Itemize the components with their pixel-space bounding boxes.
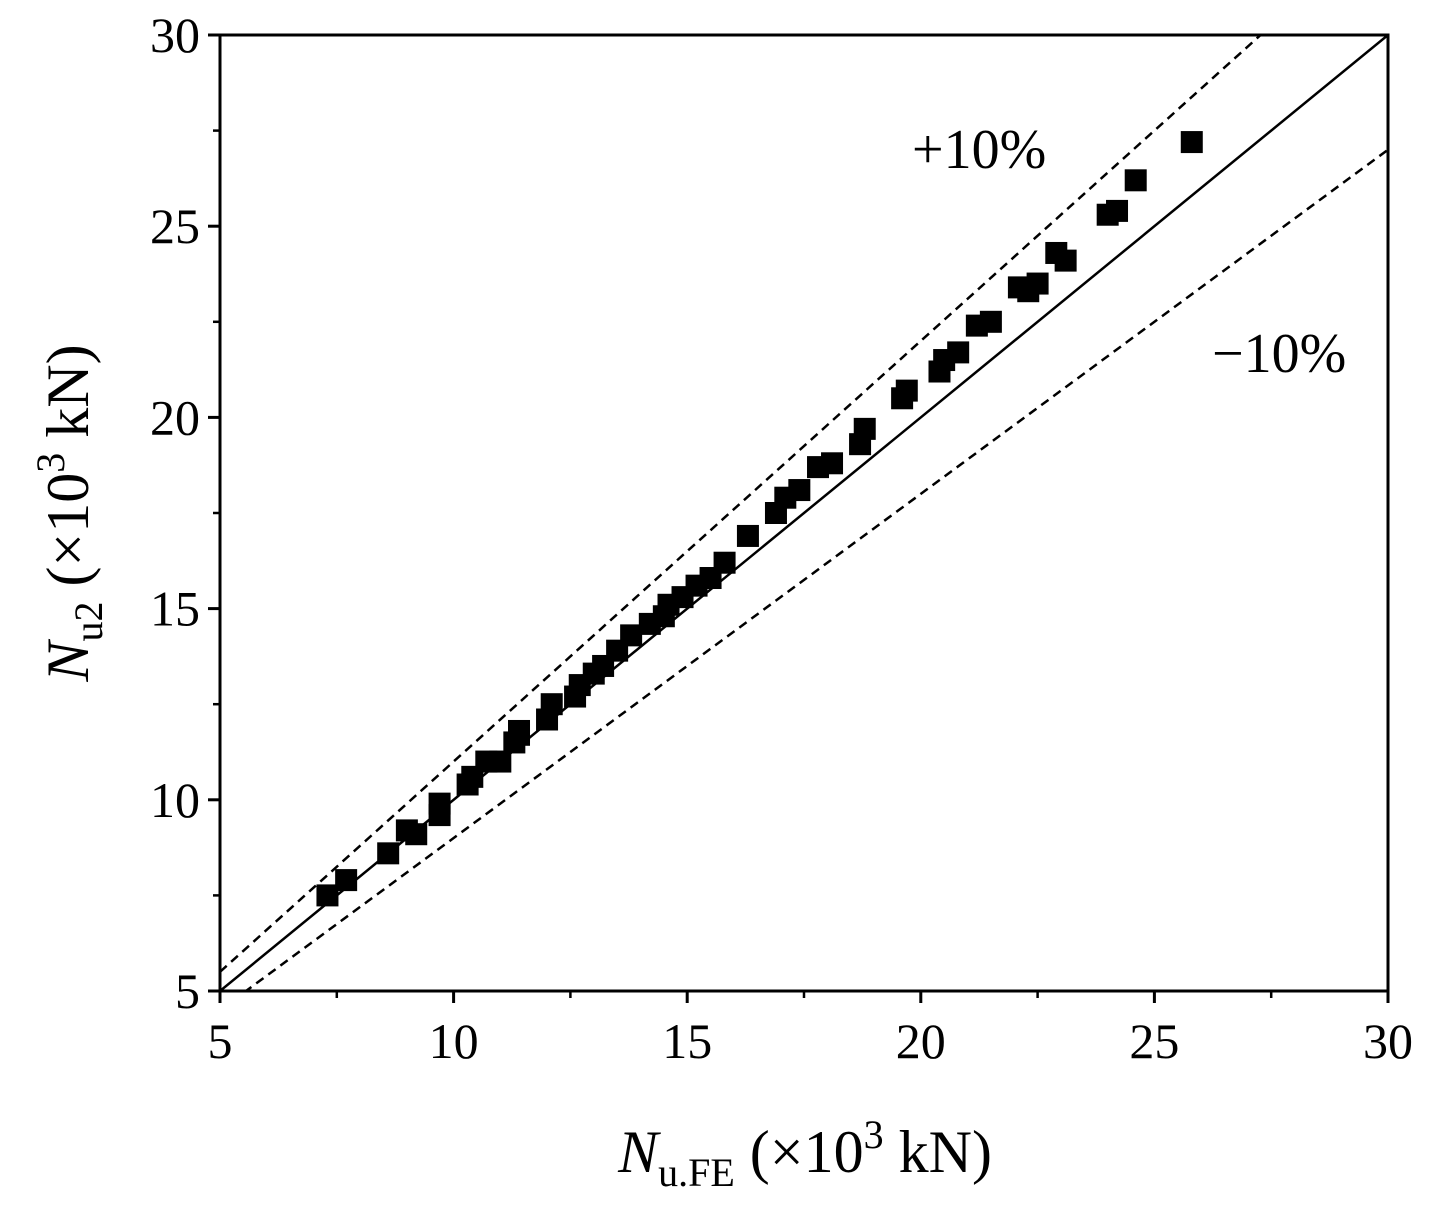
x-tick-label: 10 <box>429 1013 479 1069</box>
y-axis-unit-suffix: kN) <box>35 344 101 452</box>
data-point <box>1124 169 1147 192</box>
y-tick-label: 15 <box>150 581 200 637</box>
data-point <box>1054 249 1077 272</box>
data-point <box>1026 272 1049 295</box>
data-point <box>895 379 918 402</box>
y-tick-label: 30 <box>150 7 200 63</box>
x-tick-label: 30 <box>1363 1013 1413 1069</box>
y-axis-title: Nu2 (×103 kN) <box>28 344 111 682</box>
annotation-minus-10: −10% <box>1212 323 1346 385</box>
y-axis-ticks: 5 10 15 20 25 30 <box>150 7 220 1019</box>
x-tick-label: 20 <box>896 1013 946 1069</box>
y-axis-symbol: N <box>35 639 101 683</box>
data-point <box>620 624 643 647</box>
x-axis-ticks: 5 10 15 20 25 30 <box>208 991 1413 1069</box>
y-tick-label: 25 <box>150 198 200 254</box>
data-point <box>713 551 736 574</box>
data-point <box>335 869 358 892</box>
data-point <box>947 341 970 364</box>
y-tick-label: 10 <box>150 772 200 828</box>
x-axis-title: Nu.FE (×103 kN) <box>617 1112 992 1195</box>
y-tick-label: 5 <box>175 963 200 1019</box>
data-point <box>377 842 400 865</box>
y-tick-label: 20 <box>150 389 200 445</box>
x-axis-unit-suffix: kN) <box>884 1119 992 1185</box>
x-tick-label: 25 <box>1129 1013 1179 1069</box>
data-point <box>540 693 563 716</box>
reference-line-plus-10-percent <box>220 35 1263 973</box>
data-point <box>736 524 759 547</box>
data-point <box>405 823 428 846</box>
data-point <box>853 417 876 440</box>
x-axis-unit-prefix: (×10 <box>735 1119 864 1185</box>
data-point <box>1106 199 1129 222</box>
y-axis-subscript: u2 <box>66 602 111 642</box>
y-axis-unit-exp: 3 <box>28 453 73 473</box>
data-point <box>821 452 844 475</box>
reference-line-minus-10-percent <box>243 148 1388 991</box>
data-point <box>788 479 811 502</box>
data-point <box>979 310 1002 333</box>
data-point <box>489 750 512 773</box>
data-point <box>428 792 451 815</box>
x-tick-label: 15 <box>662 1013 712 1069</box>
annotation-plus-10: +10% <box>912 119 1046 181</box>
x-axis-subscript: u.FE <box>658 1150 735 1195</box>
data-point <box>316 884 339 907</box>
x-axis-unit-exp: 3 <box>864 1112 884 1157</box>
x-axis-symbol: N <box>617 1119 661 1185</box>
data-point <box>1180 131 1203 154</box>
data-points <box>316 131 1203 907</box>
data-point <box>508 719 531 742</box>
x-tick-label: 5 <box>208 1013 233 1069</box>
y-axis-unit-prefix: (×10 <box>35 473 101 602</box>
